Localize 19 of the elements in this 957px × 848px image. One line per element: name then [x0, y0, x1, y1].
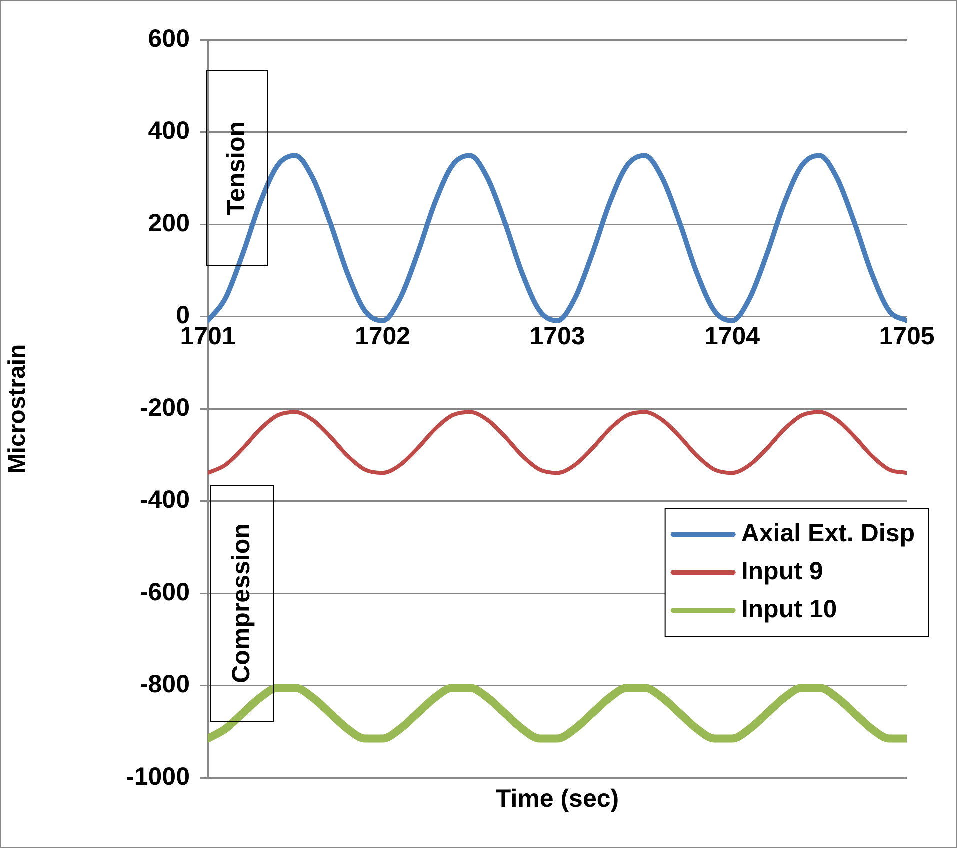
y-tick-label: -800 — [140, 670, 190, 699]
legend-label: Axial Ext. Disp — [741, 520, 915, 548]
y-tick-label: -600 — [140, 578, 190, 606]
y-tick-label: 600 — [148, 24, 190, 53]
annotation: Tension — [222, 121, 252, 215]
y-tick-label: 200 — [148, 209, 190, 238]
legend-label: Input 10 — [741, 596, 838, 624]
annotation: Compression — [228, 524, 256, 684]
x-tick-label: 1704 — [704, 322, 760, 351]
x-axis-title: Time (sec) — [494, 785, 620, 814]
x-tick-label: 1702 — [354, 322, 411, 351]
y-tick-label: -1000 — [126, 762, 190, 791]
y-tick-label: -400 — [140, 486, 190, 514]
x-tick-label: 1703 — [530, 322, 586, 351]
y-axis-title: Microstrain — [4, 344, 32, 474]
y-tick-label: -200 — [140, 394, 190, 422]
legend-label: Input 9 — [741, 558, 824, 586]
x-tick-label: 1705 — [879, 322, 935, 351]
y-tick-label: 400 — [148, 117, 190, 146]
